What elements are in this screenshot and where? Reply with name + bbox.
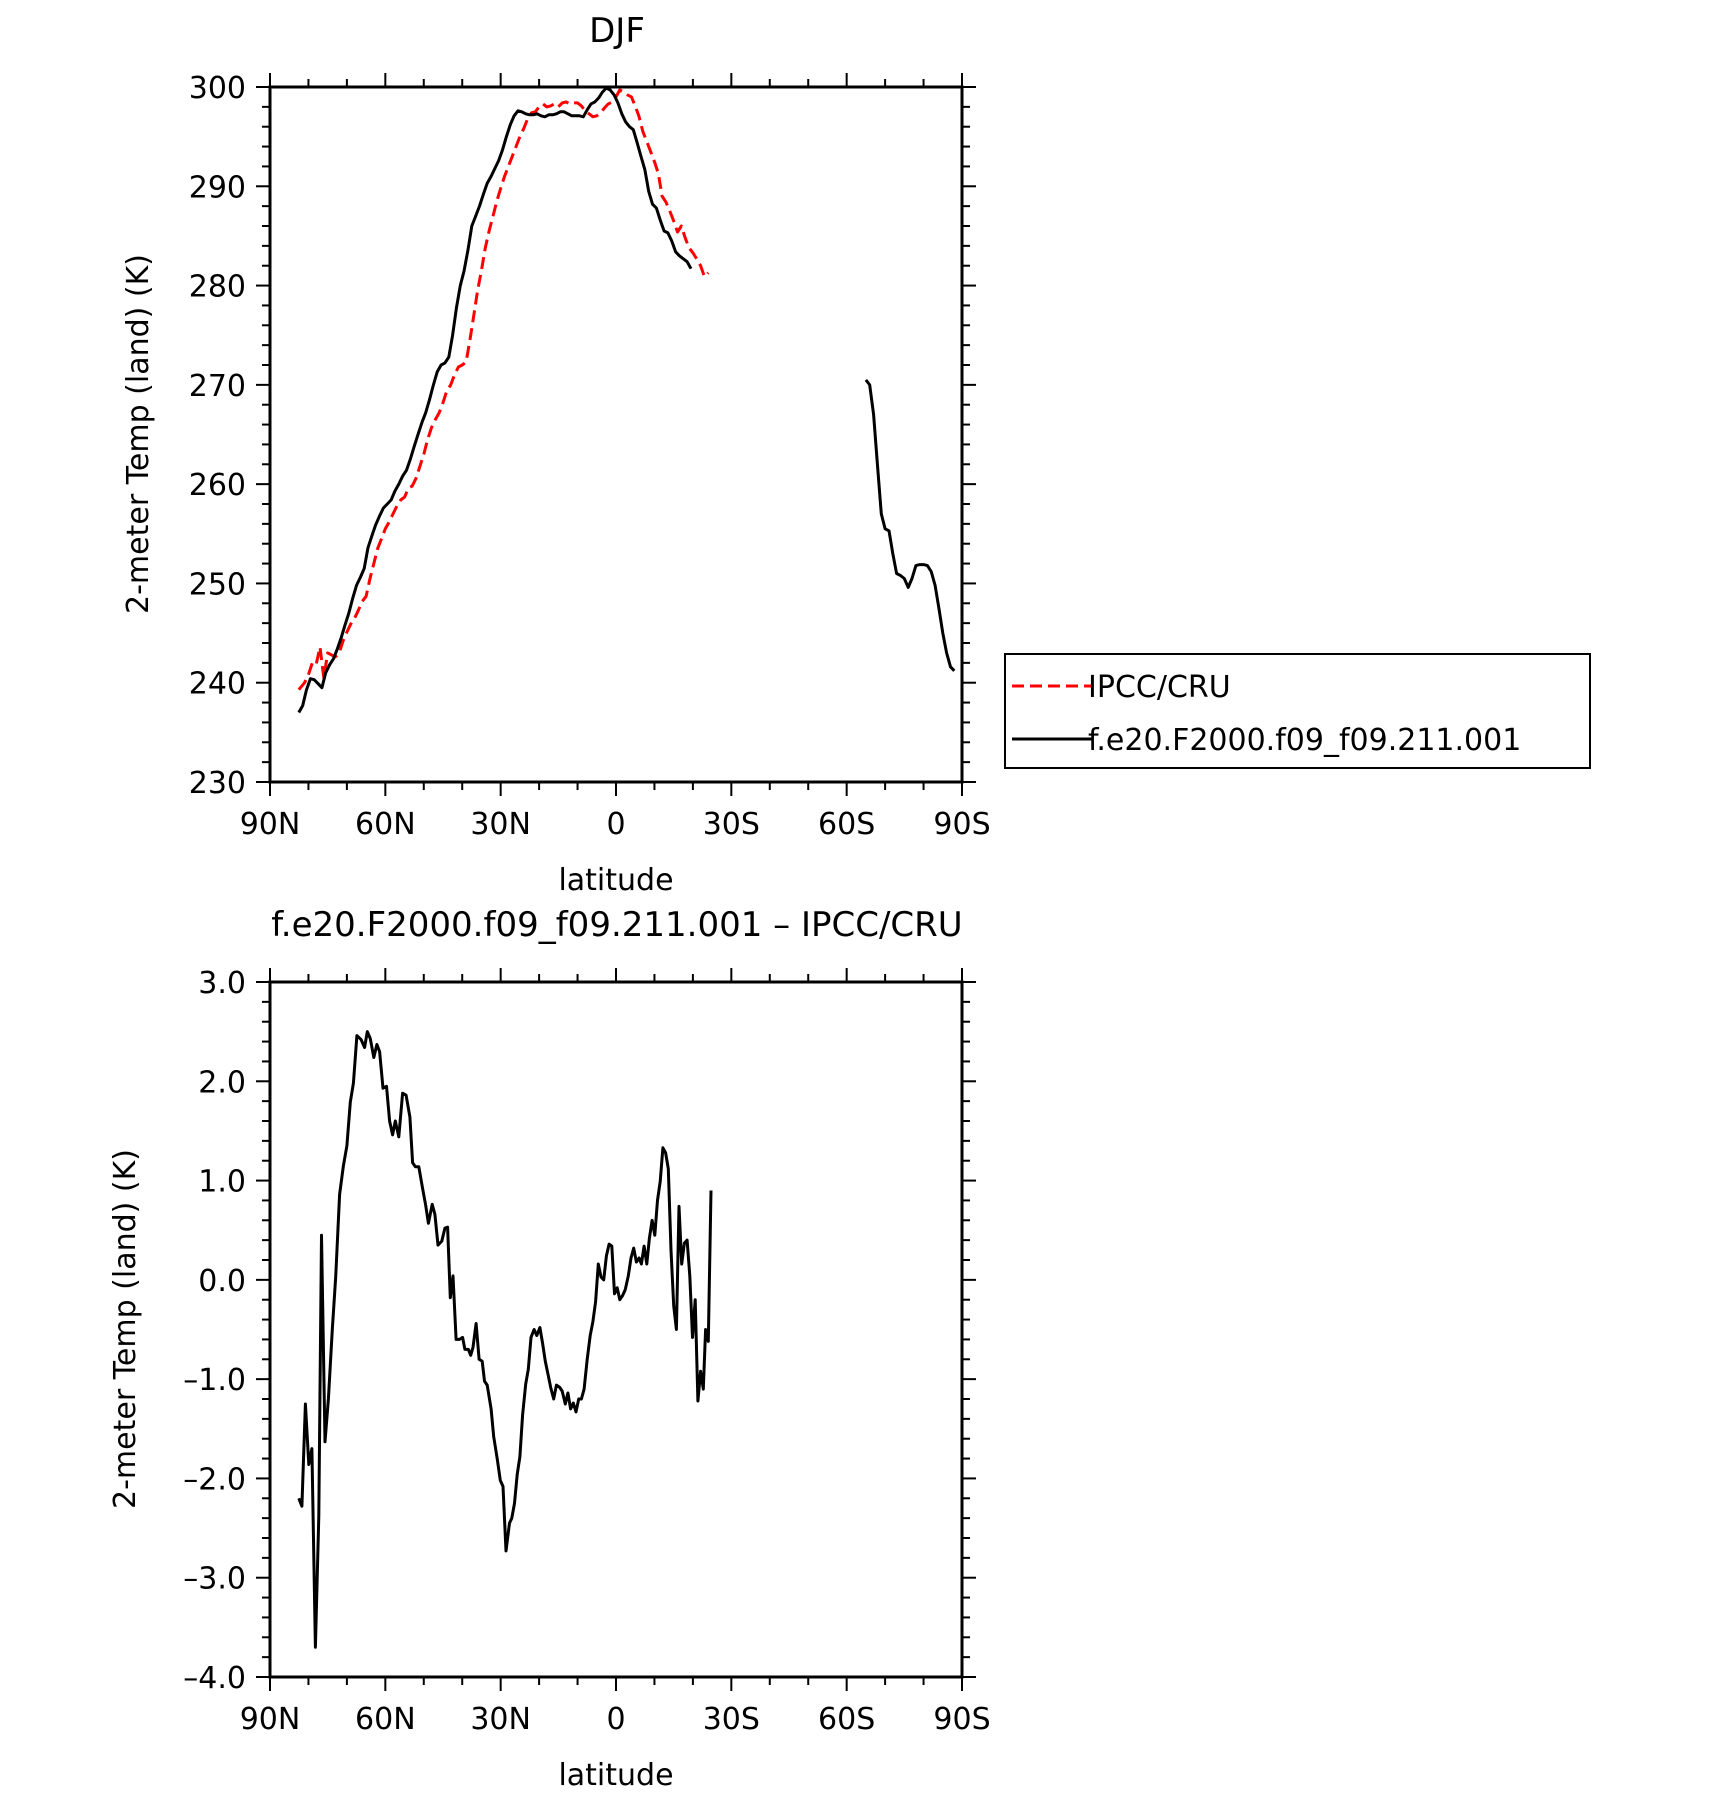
legend-label-ipcc-cru: IPCC/CRU [1088, 670, 1231, 705]
bottom-y-tick-label: –3.0 [183, 1562, 246, 1597]
bottom-y-tick-label: 3.0 [198, 966, 246, 1001]
bottom-y-tick-label: –2.0 [183, 1462, 246, 1497]
top-x-tick-label: 60S [818, 807, 875, 842]
bottom-y-axis-label: 2-meter Temp (land) (K) [108, 1149, 143, 1509]
bottom-y-tick-label: 0.0 [198, 1264, 246, 1299]
top-y-tick-label: 300 [189, 71, 246, 106]
bottom-y-tick-label: 1.0 [198, 1165, 246, 1200]
panel-top: DJF 90N 60N 30N 0 30S 60S 90S 230 240 250 260 270 28… [121, 11, 1591, 898]
top-y-tick-label: 240 [189, 667, 246, 702]
panel-bottom: f.e20.F2000.f09_f09.211.001 – IPCC/CRU 9… [108, 905, 991, 1793]
bottom-x-tick-label: 90S [933, 1702, 990, 1737]
bottom-y-tick-label: –1.0 [183, 1363, 246, 1398]
bottom-x-tick-label: 30S [703, 1702, 760, 1737]
legend: IPCC/CRU f.e20.F2000.f09_f09.211.001 [1004, 653, 1591, 769]
top-chart-title: DJF [589, 11, 645, 51]
top-series-line-1-seg-0 [297, 86, 693, 714]
top-x-tick-label: 0 [606, 807, 625, 842]
bottom-x-tick-label: 90N [240, 1702, 301, 1737]
top-x-tick-label: 60N [355, 807, 416, 842]
top-series-line-0-seg-0 [297, 88, 710, 691]
top-y-tick-label: 230 [189, 766, 246, 801]
top-y-tick-label: 270 [189, 369, 246, 404]
top-x-tick-label: 30S [703, 807, 760, 842]
top-x-tick-label: 90N [240, 807, 301, 842]
top-y-tick-label: 280 [189, 270, 246, 305]
top-y-tick-label: 260 [189, 468, 246, 503]
bottom-y-tick-label: 2.0 [198, 1065, 246, 1100]
top-y-tick-label: 290 [189, 170, 246, 205]
bottom-x-tick-label: 60N [355, 1702, 416, 1737]
bottom-x-tick-label: 0 [606, 1702, 625, 1737]
top-x-tick-label: 30N [470, 807, 531, 842]
bottom-x-axis-label: latitude [558, 1758, 673, 1793]
bottom-x-tick-label: 60S [818, 1702, 875, 1737]
top-plot-frame [268, 85, 964, 784]
bottom-series-line-0-seg-0 [297, 1030, 713, 1649]
bottom-x-tick-label: 30N [470, 1702, 531, 1737]
bottom-plot-frame [268, 980, 964, 1679]
legend-label-model: f.e20.F2000.f09_f09.211.001 [1088, 723, 1521, 758]
top-x-axis-label: latitude [558, 863, 673, 898]
top-series-line-1-seg-1 [864, 378, 956, 672]
bottom-chart-title: f.e20.F2000.f09_f09.211.001 – IPCC/CRU [271, 905, 962, 945]
top-y-tick-label: 250 [189, 567, 246, 602]
top-y-axis-label: 2-meter Temp (land) (K) [121, 254, 156, 614]
legend-box [1004, 653, 1591, 769]
bottom-y-tick-label: –4.0 [183, 1661, 246, 1696]
top-x-tick-label: 90S [933, 807, 990, 842]
